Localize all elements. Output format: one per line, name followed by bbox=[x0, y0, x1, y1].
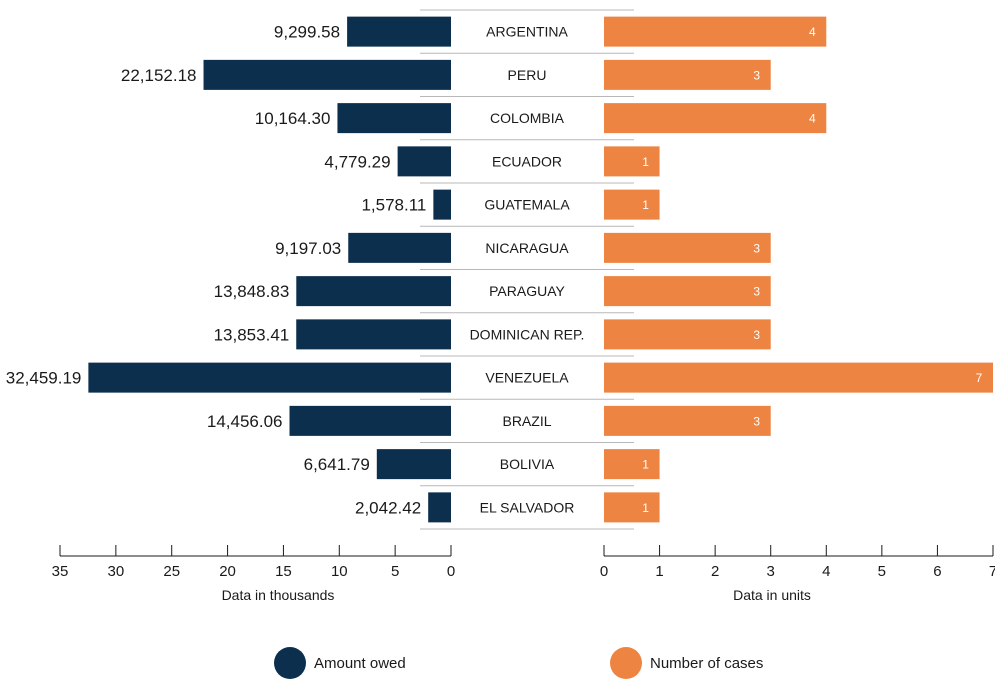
country-label-el-salvador: EL SALVADOR bbox=[480, 499, 575, 515]
legend-label-number-of-cases: Number of cases bbox=[650, 655, 763, 672]
number-of-cases-bar-peru bbox=[604, 59, 771, 90]
amount-owed-bar-dominican-rep bbox=[296, 319, 451, 350]
amount-owed-value-dominican-rep: 13,853.41 bbox=[214, 325, 290, 344]
amount-owed-tick-label: 5 bbox=[391, 563, 399, 580]
country-label-nicaragua: NICARAGUA bbox=[485, 240, 569, 256]
legend: Amount owed Number of cases bbox=[274, 647, 763, 679]
amount-owed-bar-colombia bbox=[337, 103, 451, 134]
number-of-cases-value-guatemala: 1 bbox=[642, 198, 649, 212]
number-of-cases-bar-guatemala bbox=[604, 189, 660, 220]
amount-owed-tick-label: 10 bbox=[331, 563, 348, 580]
amount-owed-bar-peru bbox=[203, 59, 451, 90]
number-of-cases-bar-nicaragua bbox=[604, 232, 771, 263]
number-of-cases-tick-label: 3 bbox=[767, 563, 775, 580]
number-of-cases-bar-venezuela bbox=[604, 362, 993, 393]
number-of-cases-tick-label: 0 bbox=[600, 563, 608, 580]
amount-owed-bar-nicaragua bbox=[348, 232, 451, 263]
number-of-cases-bar-ecuador bbox=[604, 146, 660, 177]
number-of-cases-bar-brazil bbox=[604, 405, 771, 436]
country-label-guatemala: GUATEMALA bbox=[484, 197, 570, 213]
amount-owed-bar-venezuela bbox=[88, 362, 452, 393]
amount-owed-value-ecuador: 4,779.29 bbox=[324, 152, 390, 171]
number-of-cases-bar-bolivia bbox=[604, 449, 660, 480]
number-of-cases-value-paraguay: 3 bbox=[753, 285, 760, 299]
number-of-cases-tick-label: 4 bbox=[822, 563, 830, 580]
number-of-cases-value-nicaragua: 3 bbox=[753, 241, 760, 255]
amount-owed-value-paraguay: 13,848.83 bbox=[214, 282, 290, 301]
amount-owed-tick-label: 30 bbox=[108, 563, 125, 580]
number-of-cases-value-ecuador: 1 bbox=[642, 155, 649, 169]
number-of-cases-tick-label: 6 bbox=[933, 563, 941, 580]
amount-owed-value-nicaragua: 9,197.03 bbox=[275, 239, 341, 258]
amount-owed-bar-el-salvador bbox=[428, 492, 451, 523]
amount-owed-tick-label: 0 bbox=[447, 563, 455, 580]
legend-label-amount-owed: Amount owed bbox=[314, 655, 406, 672]
amount-owed-bar-paraguay bbox=[296, 276, 451, 307]
country-label-argentina: ARGENTINA bbox=[486, 24, 568, 40]
number-of-cases-value-argentina: 4 bbox=[809, 25, 816, 39]
amount-owed-bar-ecuador bbox=[397, 146, 451, 177]
amount-owed-value-bolivia: 6,641.79 bbox=[304, 455, 370, 474]
country-labels: ARGENTINA PERU COLOMBIA ECUADOR GUATEMALA NIC… bbox=[470, 24, 585, 516]
number-of-cases-value-peru: 3 bbox=[753, 68, 760, 82]
number-of-cases-value-brazil: 3 bbox=[753, 414, 760, 428]
row-separators bbox=[420, 9, 634, 530]
amount-owed-bar-argentina bbox=[347, 16, 451, 47]
country-label-ecuador: ECUADOR bbox=[492, 153, 562, 169]
legend-swatch-amount-owed bbox=[274, 647, 306, 679]
number-of-cases-value-venezuela: 7 bbox=[976, 371, 983, 385]
amount-owed-value-argentina: 9,299.58 bbox=[274, 23, 340, 42]
amount-owed-tick-label: 35 bbox=[52, 563, 69, 580]
number-of-cases-value-colombia: 4 bbox=[809, 112, 816, 126]
amount-owed-axis: Data in thousands 35 30 25 20 15 10 5 0 bbox=[52, 545, 455, 603]
amount-owed-value-brazil: 14,456.06 bbox=[207, 412, 283, 431]
number-of-cases-tick-label: 1 bbox=[655, 563, 663, 580]
number-of-cases-bar-el-salvador bbox=[604, 492, 660, 523]
amount-owed-bar-bolivia bbox=[376, 449, 451, 480]
amount-owed-bar-brazil bbox=[289, 405, 451, 436]
number-of-cases-tick-label: 5 bbox=[878, 563, 886, 580]
country-label-bolivia: BOLIVIA bbox=[500, 456, 555, 472]
number-of-cases-bar-paraguay bbox=[604, 276, 771, 307]
amount-owed-tick-label: 15 bbox=[275, 563, 292, 580]
amount-owed-tick-label: 25 bbox=[163, 563, 180, 580]
amount-owed-value-el-salvador: 2,042.42 bbox=[355, 498, 421, 517]
number-of-cases-bar-dominican-rep bbox=[604, 319, 771, 350]
legend-swatch-number-of-cases bbox=[610, 647, 642, 679]
amount-owed-tick-label: 20 bbox=[219, 563, 236, 580]
country-label-venezuela: VENEZUELA bbox=[485, 370, 569, 386]
country-label-dominican-rep: DOMINICAN REP. bbox=[470, 326, 585, 342]
country-label-brazil: BRAZIL bbox=[502, 413, 551, 429]
number-of-cases-bar-argentina bbox=[604, 16, 827, 47]
country-label-peru: PERU bbox=[508, 67, 547, 83]
number-of-cases-value-dominican-rep: 3 bbox=[753, 328, 760, 342]
number-of-cases-tick-label: 7 bbox=[989, 563, 995, 580]
amount-owed-axis-title: Data in thousands bbox=[222, 587, 335, 603]
number-of-cases-bars: 4 3 4 1 1 3 3 3 7 3 1 1 bbox=[604, 16, 993, 523]
number-of-cases-tick-label: 2 bbox=[711, 563, 719, 580]
amount-owed-value-guatemala: 1,578.11 bbox=[361, 196, 426, 215]
number-of-cases-value-el-salvador: 1 bbox=[642, 501, 649, 515]
amount-owed-bars: 9,299.58 22,152.18 10,164.30 4,779.29 1,578.… bbox=[6, 16, 452, 523]
number-of-cases-axis-title: Data in units bbox=[733, 587, 811, 603]
number-of-cases-value-bolivia: 1 bbox=[642, 458, 649, 472]
number-of-cases-axis: Data in units 0 1 2 3 4 5 6 7 bbox=[600, 545, 995, 603]
amount-owed-value-peru: 22,152.18 bbox=[121, 66, 197, 85]
amount-owed-value-venezuela: 32,459.19 bbox=[6, 369, 82, 388]
country-label-paraguay: PARAGUAY bbox=[489, 283, 565, 299]
amount-owed-value-colombia: 10,164.30 bbox=[255, 109, 331, 128]
amount-owed-bar-guatemala bbox=[433, 189, 451, 220]
country-label-colombia: COLOMBIA bbox=[490, 110, 565, 126]
number-of-cases-bar-colombia bbox=[604, 103, 827, 134]
